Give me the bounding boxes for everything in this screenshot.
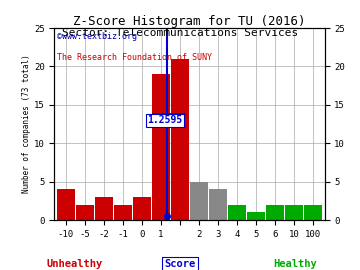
Bar [266, 205, 284, 220]
Bar [152, 74, 170, 220]
Bar [190, 182, 208, 220]
Bar [247, 212, 265, 220]
Y-axis label: Number of companies (73 total): Number of companies (73 total) [22, 55, 31, 193]
Text: The Research Foundation of SUNY: The Research Foundation of SUNY [57, 53, 212, 62]
Bar [228, 205, 246, 220]
Text: Healthy: Healthy [273, 259, 317, 269]
Bar [133, 197, 151, 220]
Text: ©www.textbiz.org: ©www.textbiz.org [57, 32, 137, 41]
Bar [76, 205, 94, 220]
Text: Score: Score [165, 259, 195, 269]
Bar [171, 59, 189, 220]
Bar [285, 205, 303, 220]
Text: Sector: Telecommunications Services: Sector: Telecommunications Services [62, 28, 298, 38]
Bar [114, 205, 132, 220]
Text: 1.2595: 1.2595 [147, 115, 183, 125]
Bar [209, 189, 227, 220]
Title: Z-Score Histogram for TU (2016): Z-Score Histogram for TU (2016) [73, 15, 306, 28]
Bar [57, 189, 75, 220]
Bar [95, 197, 113, 220]
Text: Unhealthy: Unhealthy [47, 259, 103, 269]
Bar [304, 205, 322, 220]
